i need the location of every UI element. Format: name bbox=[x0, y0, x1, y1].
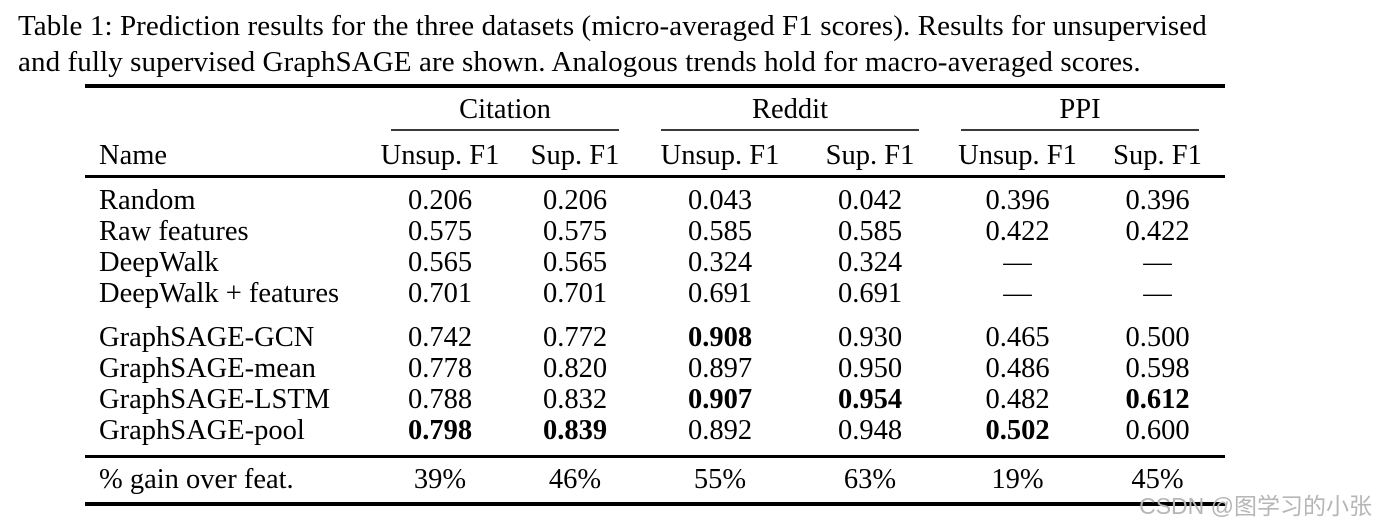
row-name: Random bbox=[99, 185, 196, 216]
cell-value: 0.396 bbox=[1125, 185, 1190, 216]
cell-value: 0.585 bbox=[687, 216, 753, 247]
group-label-citation: Citation bbox=[391, 94, 619, 131]
cell-value: — bbox=[1003, 278, 1032, 309]
column-header-name: Name bbox=[85, 131, 375, 178]
cell-value: 0.598 bbox=[1125, 353, 1190, 384]
row-name: GraphSAGE-mean bbox=[99, 353, 316, 384]
column-header-reddit-sup: Sup. F1 bbox=[795, 131, 945, 178]
cell-value: 0.486 bbox=[985, 353, 1050, 384]
footer-value: 45% bbox=[1090, 455, 1226, 506]
column-header-reddit-unsup: Unsup. F1 bbox=[645, 131, 795, 178]
cell-value: 0.954 bbox=[837, 384, 903, 415]
cell-value: 0.778 bbox=[407, 353, 473, 384]
cell-value: 0.422 bbox=[985, 216, 1050, 247]
cell-value: 0.742 bbox=[407, 322, 473, 353]
table-footer: % gain over feat. 39% 46% 55% 63% 19% 45… bbox=[85, 455, 1226, 506]
cell-value: 0.206 bbox=[407, 185, 473, 216]
group-header-ppi: PPI bbox=[945, 84, 1226, 131]
cell-value: 0.600 bbox=[1125, 415, 1190, 446]
cell-value: 0.897 bbox=[687, 353, 753, 384]
table-row: DeepWalk + features 0.701 0.701 0.691 0.691 —… bbox=[85, 278, 1225, 309]
cell-value: 0.892 bbox=[687, 415, 753, 446]
group-header-row: Citation Reddit PPI bbox=[85, 84, 1226, 131]
cell-value: 0.575 bbox=[542, 216, 608, 247]
group-header-citation: Citation bbox=[375, 84, 645, 131]
group-label-ppi: PPI bbox=[961, 94, 1200, 131]
row-name: GraphSAGE-pool bbox=[99, 415, 305, 446]
footer-value: 46% bbox=[505, 455, 645, 506]
watermark: CSDN @图学习的小张 bbox=[1139, 493, 1372, 519]
footer-row: % gain over feat. 39% 46% 55% 63% 19% 45… bbox=[85, 455, 1226, 506]
group-label-reddit: Reddit bbox=[661, 94, 919, 131]
cell-value: 0.482 bbox=[985, 384, 1050, 415]
cell-value: 0.798 bbox=[407, 415, 473, 446]
table-row: Raw features 0.575 0.575 0.585 0.585 0.422 0.4… bbox=[85, 216, 1225, 247]
cell-value: — bbox=[1143, 278, 1172, 309]
cell-value: 0.907 bbox=[687, 384, 753, 415]
cell-value: 0.930 bbox=[837, 322, 903, 353]
cell-value: 0.691 bbox=[837, 278, 903, 309]
cell-value: 0.948 bbox=[837, 415, 903, 446]
cell-value: 0.612 bbox=[1125, 384, 1190, 415]
results-table-container: Citation Reddit PPI Name Unsup. F1 Sup. … bbox=[85, 84, 1226, 506]
results-table: Citation Reddit PPI Name Unsup. F1 Sup. … bbox=[85, 84, 1226, 506]
footer-value: 39% bbox=[375, 455, 505, 506]
cell-value: — bbox=[1003, 247, 1032, 278]
row-name: GraphSAGE-LSTM bbox=[99, 384, 331, 415]
cell-value: 0.839 bbox=[542, 415, 608, 446]
cell-value: 0.396 bbox=[985, 185, 1050, 216]
cell-value: 0.691 bbox=[687, 278, 753, 309]
table-body: Random 0.206 0.206 0.043 0.042 0.396 0.396 Raw … bbox=[85, 177, 1225, 457]
row-name: GraphSAGE-GCN bbox=[99, 322, 315, 353]
cell-value: 0.575 bbox=[407, 216, 473, 247]
cell-value: 0.500 bbox=[1125, 322, 1190, 353]
row-name: DeepWalk + features bbox=[99, 278, 340, 309]
cell-value: 0.465 bbox=[985, 322, 1050, 353]
table-caption: Table 1: Prediction results for the thre… bbox=[18, 8, 1348, 80]
caption-line-2: and fully supervised GraphSAGE are shown… bbox=[18, 46, 1141, 78]
cell-value: — bbox=[1143, 247, 1172, 278]
footer-label: % gain over feat. bbox=[85, 455, 375, 506]
table-row: GraphSAGE-LSTM 0.788 0.832 0.907 0.954 0.482 0… bbox=[85, 384, 1225, 415]
footer-value: 55% bbox=[645, 455, 795, 506]
cell-value: 0.422 bbox=[1125, 216, 1190, 247]
column-header-ppi-sup: Sup. F1 bbox=[1090, 131, 1226, 178]
cell-value: 0.502 bbox=[985, 415, 1050, 446]
column-header-ppi-unsup: Unsup. F1 bbox=[945, 131, 1090, 178]
cell-value: 0.701 bbox=[407, 278, 473, 309]
cell-value: 0.324 bbox=[837, 247, 903, 278]
cell-value: 0.206 bbox=[542, 185, 608, 216]
table-row: Random 0.206 0.206 0.043 0.042 0.396 0.396 bbox=[85, 177, 1225, 217]
caption-line-1: Table 1: Prediction results for the thre… bbox=[18, 10, 1207, 42]
column-header-citation-sup: Sup. F1 bbox=[505, 131, 645, 178]
group-header-spacer bbox=[85, 84, 375, 131]
table-row: DeepWalk 0.565 0.565 0.324 0.324 — — bbox=[85, 247, 1225, 278]
cell-value: 0.565 bbox=[542, 247, 608, 278]
group-header-reddit: Reddit bbox=[645, 84, 945, 131]
table-row: GraphSAGE-GCN 0.742 0.772 0.908 0.930 0.465 0.… bbox=[85, 309, 1225, 353]
row-name: Raw features bbox=[99, 216, 249, 247]
row-name: DeepWalk bbox=[99, 247, 219, 278]
cell-value: 0.565 bbox=[407, 247, 473, 278]
cell-value: 0.701 bbox=[542, 278, 608, 309]
sub-header-row: Name Unsup. F1 Sup. F1 Unsup. F1 Sup. F1… bbox=[85, 131, 1226, 178]
column-header-citation-unsup: Unsup. F1 bbox=[375, 131, 505, 178]
cell-value: 0.042 bbox=[837, 185, 903, 216]
cell-value: 0.324 bbox=[687, 247, 753, 278]
cell-value: 0.908 bbox=[687, 322, 753, 353]
cell-value: 0.820 bbox=[542, 353, 608, 384]
table-header: Citation Reddit PPI Name Unsup. F1 Sup. … bbox=[85, 84, 1226, 178]
footer-value: 63% bbox=[795, 455, 945, 506]
cell-value: 0.772 bbox=[542, 322, 608, 353]
cell-value: 0.585 bbox=[837, 216, 903, 247]
cell-value: 0.950 bbox=[837, 353, 903, 384]
footer-value: 19% bbox=[945, 455, 1090, 506]
cell-value: 0.832 bbox=[542, 384, 608, 415]
cell-value: 0.043 bbox=[687, 185, 753, 216]
cell-value: 0.788 bbox=[407, 384, 473, 415]
table-row: GraphSAGE-mean 0.778 0.820 0.897 0.950 0.486 0… bbox=[85, 353, 1225, 384]
table-row: GraphSAGE-pool 0.798 0.839 0.892 0.948 0.502 0… bbox=[85, 415, 1225, 457]
